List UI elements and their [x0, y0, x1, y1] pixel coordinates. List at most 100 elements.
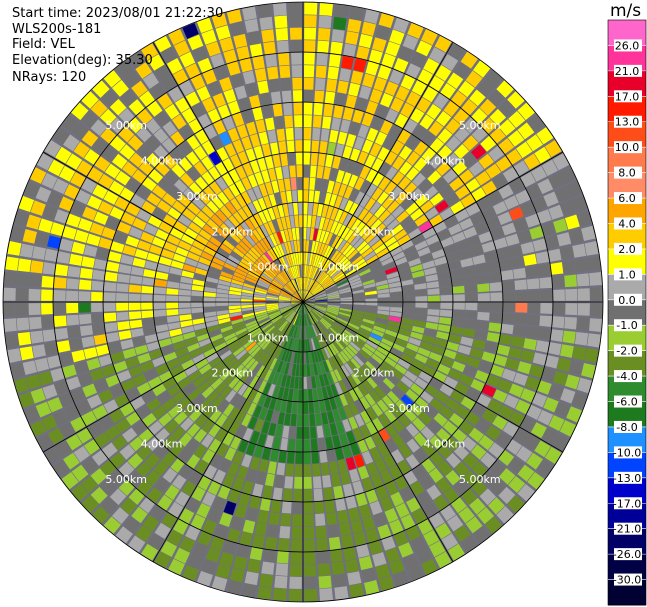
range-gate [349, 121, 360, 136]
range-gate [387, 241, 400, 252]
range-gate [389, 186, 403, 200]
range-gate [370, 473, 384, 488]
range-gate [450, 390, 465, 404]
colorbar-tick-box [614, 446, 642, 459]
range-gate [457, 344, 472, 356]
range-gate [357, 330, 370, 339]
range-gate [459, 217, 474, 231]
range-gate [374, 223, 386, 235]
range-gate [471, 402, 487, 417]
range-gate [488, 442, 505, 459]
range-gate [471, 461, 488, 478]
range-gate [255, 365, 266, 378]
range-gate [312, 309, 322, 319]
range-gate [99, 108, 117, 126]
range-gate [269, 248, 278, 260]
range-gate [412, 124, 427, 140]
range-gate [323, 487, 334, 501]
range-gate [81, 256, 95, 268]
range-gate [421, 558, 438, 575]
range-gate [476, 79, 495, 97]
range-gate [127, 453, 144, 469]
range-gate [309, 325, 315, 338]
range-gate [266, 342, 276, 354]
range-gate [348, 507, 361, 522]
range-gate [303, 165, 310, 178]
range-gate [262, 485, 273, 499]
range-gate [405, 135, 420, 150]
range-gate [217, 284, 230, 290]
range-gate [164, 484, 180, 501]
range-gate [197, 113, 212, 129]
range-gate [238, 97, 251, 112]
range-gate [188, 118, 203, 134]
range-gate [303, 298, 315, 302]
range-gate [317, 28, 331, 41]
range-gate [321, 204, 329, 218]
range-gate [429, 451, 445, 467]
range-gate [292, 77, 303, 90]
range-gate [307, 202, 313, 215]
range-gate [295, 339, 299, 352]
range-gate [436, 110, 452, 127]
range-gate [471, 187, 487, 202]
range-gate [289, 564, 302, 577]
range-gate [416, 491, 432, 507]
range-gate [375, 279, 388, 287]
range-gate [415, 302, 428, 308]
range-gate [413, 157, 428, 172]
range-gate [198, 338, 212, 348]
range-gate [196, 570, 213, 587]
range-gate [207, 480, 221, 496]
range-gate [200, 343, 214, 353]
range-gate [290, 40, 302, 53]
range-gate [66, 290, 79, 302]
range-gate [172, 200, 187, 214]
range-gate [354, 399, 365, 413]
range-ring-label: 1.00km [318, 261, 360, 274]
range-gate [113, 231, 128, 244]
range-gate [517, 464, 535, 482]
range-gate [344, 362, 354, 375]
range-gate [297, 401, 303, 414]
range-gate [360, 180, 371, 194]
range-gate [208, 329, 222, 338]
range-gate [312, 337, 319, 350]
range-gate [284, 229, 290, 242]
range-gate [387, 200, 400, 214]
range-gate [191, 284, 205, 292]
range-gate [338, 407, 348, 421]
range-gate [211, 195, 224, 209]
range-gate [217, 248, 230, 258]
range-gate [372, 37, 387, 52]
range-gate [157, 331, 171, 341]
range-gate [335, 497, 347, 512]
range-gate [280, 335, 288, 348]
range-gate [237, 208, 249, 221]
range-gate [268, 287, 281, 293]
range-gate [197, 475, 212, 491]
range-ring-label: 3.00km [176, 402, 218, 415]
range-gate [261, 447, 272, 461]
range-gate [365, 183, 378, 197]
range-gate [16, 273, 30, 287]
range-gate [257, 258, 268, 269]
range-gate [460, 336, 474, 347]
range-gate [157, 263, 171, 273]
range-gate [457, 248, 472, 260]
range-gate [355, 492, 368, 507]
range-gate [125, 178, 141, 193]
range-gate [412, 417, 426, 432]
range-gate [400, 486, 415, 502]
range-gate [446, 515, 464, 532]
range-gate [422, 86, 438, 103]
range-gate [324, 314, 335, 322]
range-gate [83, 244, 98, 257]
range-gate [287, 241, 293, 254]
range-gate [354, 191, 365, 205]
range-gate [247, 202, 258, 216]
range-gate [308, 190, 315, 203]
range-gate [523, 434, 541, 451]
range-gate [343, 265, 355, 275]
range-gate [487, 399, 503, 414]
